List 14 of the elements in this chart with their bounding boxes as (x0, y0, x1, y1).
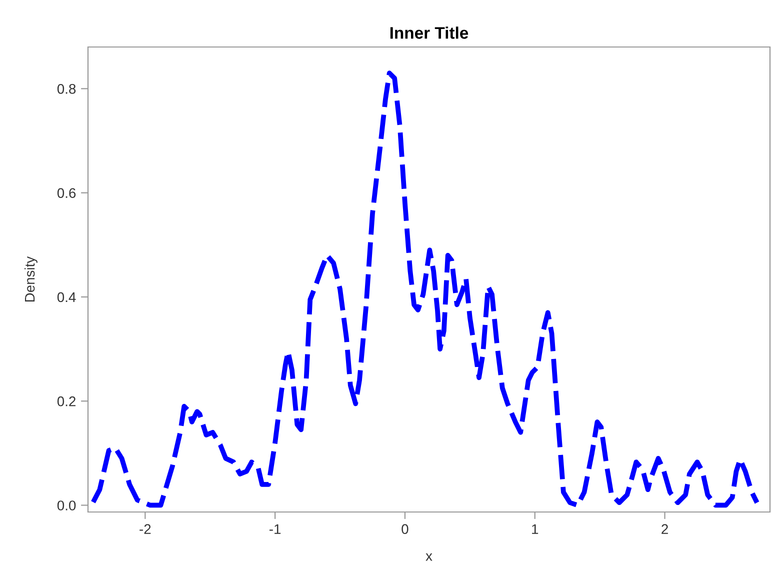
y-tick-label: 0.8 (57, 84, 76, 94)
y-tick-label: 0.2 (57, 396, 76, 406)
y-tick-label: 0.6 (57, 188, 76, 198)
chart-title: Inner Title (390, 26, 468, 39)
x-tick-label: -1 (270, 524, 281, 534)
x-axis-title: x (426, 553, 432, 561)
x-tick-label: 2 (662, 524, 668, 534)
y-axis-title: Density (24, 256, 38, 302)
x-tick-label: -2 (140, 524, 151, 534)
y-tick-label: 0.4 (57, 292, 76, 302)
line-series (90, 70, 760, 508)
y-tick-label: 0.0 (57, 500, 76, 510)
x-tick-label: 0 (402, 524, 408, 534)
x-tick-label: 1 (532, 524, 538, 534)
